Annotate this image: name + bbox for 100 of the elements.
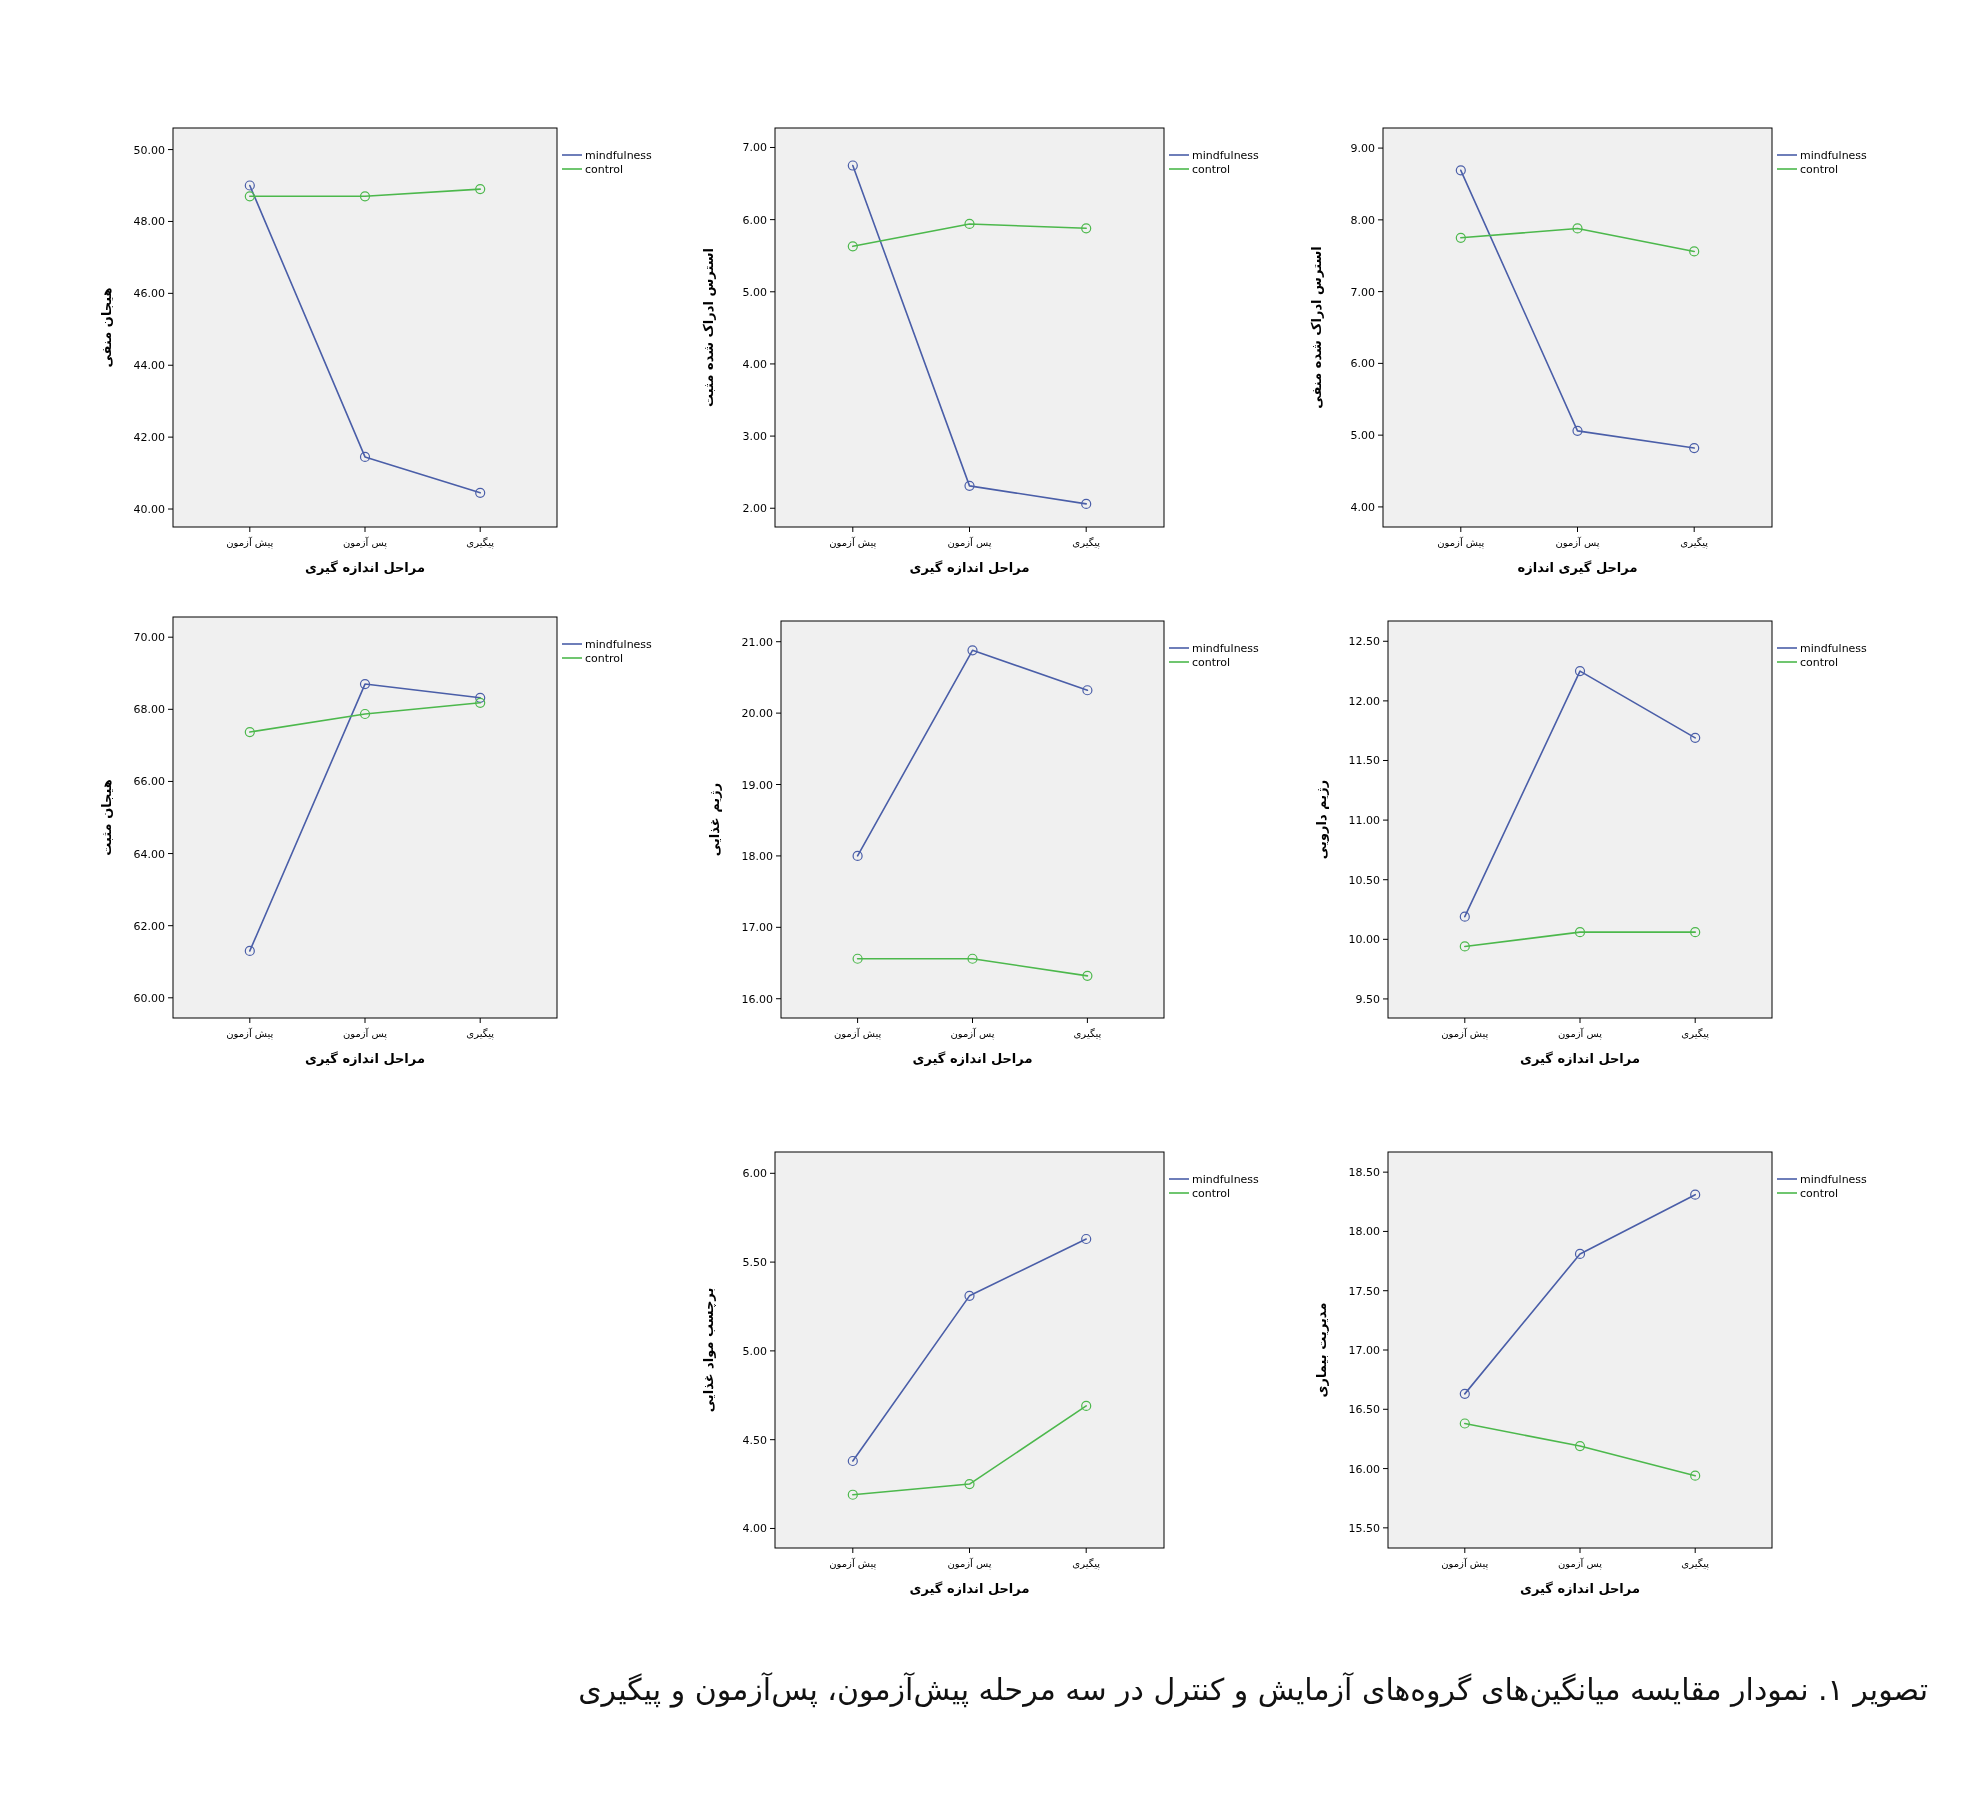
x-axis-title: مراحل گیری اندازه <box>1517 560 1638 575</box>
y-axis-title: رژیم غذایی <box>707 782 722 857</box>
x-tick-label: پیگیری <box>1072 1558 1101 1570</box>
x-axis-title: مراحل اندازه گیری <box>305 1051 425 1066</box>
y-tick-label: 10.50 <box>1348 873 1380 887</box>
y-tick-label: 42.00 <box>133 431 165 445</box>
x-tick-label: پس آزمون <box>342 536 388 549</box>
x-tick-label: پیش آزمون <box>1441 1027 1489 1040</box>
point <box>244 191 255 202</box>
y-tick-label: 5.00 <box>742 1344 767 1358</box>
point <box>1082 685 1093 696</box>
legend-label: control <box>1800 163 1839 176</box>
x-tick-label: پیگیری <box>1681 1558 1710 1570</box>
y-tick-label: 7.00 <box>1350 285 1375 299</box>
point <box>475 692 486 703</box>
x-tick-label: پس آزمون <box>1555 536 1600 549</box>
x-tick-label: پیگیری <box>466 1028 495 1040</box>
y-tick-label: 40.00 <box>133 503 165 517</box>
point <box>1689 442 1700 454</box>
legend-label: control <box>1192 656 1231 669</box>
x-axis-title: مراحل اندازه گیری <box>1520 1581 1640 1596</box>
point <box>475 184 486 195</box>
x-tick-label: پیش آزمون <box>829 536 877 549</box>
x-tick-label: پس آزمون <box>1557 1027 1603 1040</box>
point <box>359 708 371 720</box>
point <box>1455 232 1466 243</box>
point <box>1459 941 1470 952</box>
point <box>852 953 863 964</box>
point <box>1081 1233 1092 1245</box>
point <box>1081 1400 1092 1412</box>
y-axis-title: استرس ادراک شده مثبت <box>701 248 716 407</box>
text: تصویر ۱. نمودار مقایسه میانگین‌های گروه‌های آزمایش و کنترل در سه مرحله پیش‌آزمون، پس‌آزمون و پیگیری <box>578 1672 1928 1707</box>
point <box>1690 732 1701 743</box>
y-tick-label: 5.50 <box>742 1256 767 1270</box>
point <box>1690 1189 1701 1200</box>
y-axis-title: هیجان منفی <box>99 287 114 368</box>
y-tick-label: 9.50 <box>1355 992 1380 1006</box>
point <box>1572 223 1583 234</box>
legend-label: mindfulness <box>1192 149 1260 162</box>
y-axis-title: مدیریت بیماری <box>1314 1302 1329 1398</box>
y-tick-label: 60.00 <box>133 991 165 1005</box>
point <box>1455 165 1466 176</box>
point <box>964 480 975 491</box>
y-tick-label: 17.50 <box>1348 1284 1380 1298</box>
point <box>1572 425 1583 436</box>
point <box>1690 1470 1701 1481</box>
x-axis-title: مراحل اندازه گیری <box>305 560 425 575</box>
point <box>847 160 858 171</box>
point <box>1081 223 1092 234</box>
point <box>1459 1388 1470 1399</box>
point <box>967 645 978 656</box>
x-axis-title: مراحل اندازه گیری <box>1520 1051 1640 1066</box>
x-tick-label: پیگیری <box>1072 537 1101 549</box>
x-tick-label: پیش آزمون <box>1441 1557 1489 1570</box>
y-tick-label: 4.00 <box>742 1522 767 1536</box>
point <box>1081 498 1092 510</box>
x-tick-label: پیش آزمون <box>829 1557 877 1570</box>
point <box>475 487 486 498</box>
y-tick-label: 18.00 <box>1348 1225 1380 1239</box>
y-tick-label: 48.00 <box>133 215 165 229</box>
x-tick-label: پیگیری <box>466 537 495 549</box>
y-tick-label: 6.00 <box>742 1167 767 1181</box>
x-tick-label: پیش آزمون <box>226 536 274 549</box>
point <box>852 850 863 862</box>
x-tick-label: پیگیری <box>1681 1028 1710 1040</box>
y-tick-label: 5.00 <box>742 285 767 299</box>
legend-label: mindfulness <box>1192 642 1260 655</box>
y-axis-title: رژیم دارویی <box>1314 779 1329 860</box>
y-tick-label: 20.00 <box>741 707 773 721</box>
y-tick-label: 18.50 <box>1348 1166 1380 1180</box>
y-tick-label: 17.00 <box>741 921 773 935</box>
point <box>244 726 255 738</box>
y-tick-label: 12.00 <box>1348 694 1380 708</box>
y-tick-label: 4.00 <box>742 357 767 371</box>
point <box>1574 1248 1586 1260</box>
y-tick-label: 12.50 <box>1348 635 1380 649</box>
point <box>244 180 255 191</box>
y-tick-label: 18.00 <box>741 849 773 863</box>
x-axis-title: مراحل اندازه گیری <box>909 560 1030 575</box>
point <box>359 451 371 463</box>
x-tick-label: پیش آزمون <box>834 1027 882 1040</box>
y-tick-label: 4.50 <box>742 1433 767 1447</box>
x-tick-label: پیش آزمون <box>226 1027 274 1040</box>
y-tick-label: 17.00 <box>1348 1344 1380 1357</box>
legend-label: control <box>1800 1187 1839 1200</box>
y-tick-label: 70.00 <box>133 631 165 645</box>
y-tick-label: 11.00 <box>1348 814 1380 828</box>
point <box>359 191 371 202</box>
point <box>1574 1440 1586 1452</box>
legend-label: control <box>1192 163 1231 176</box>
y-tick-label: 5.00 <box>1350 429 1375 443</box>
point <box>964 1478 975 1490</box>
point <box>1459 911 1470 922</box>
point <box>1689 246 1700 257</box>
point <box>847 1489 858 1500</box>
point <box>359 678 371 690</box>
x-axis-title: مراحل اندازه گیری <box>909 1581 1030 1596</box>
x-tick-label: پس آزمون <box>950 1027 995 1040</box>
y-tick-label: 16.50 <box>1348 1403 1380 1417</box>
y-tick-label: 50.00 <box>133 143 165 157</box>
